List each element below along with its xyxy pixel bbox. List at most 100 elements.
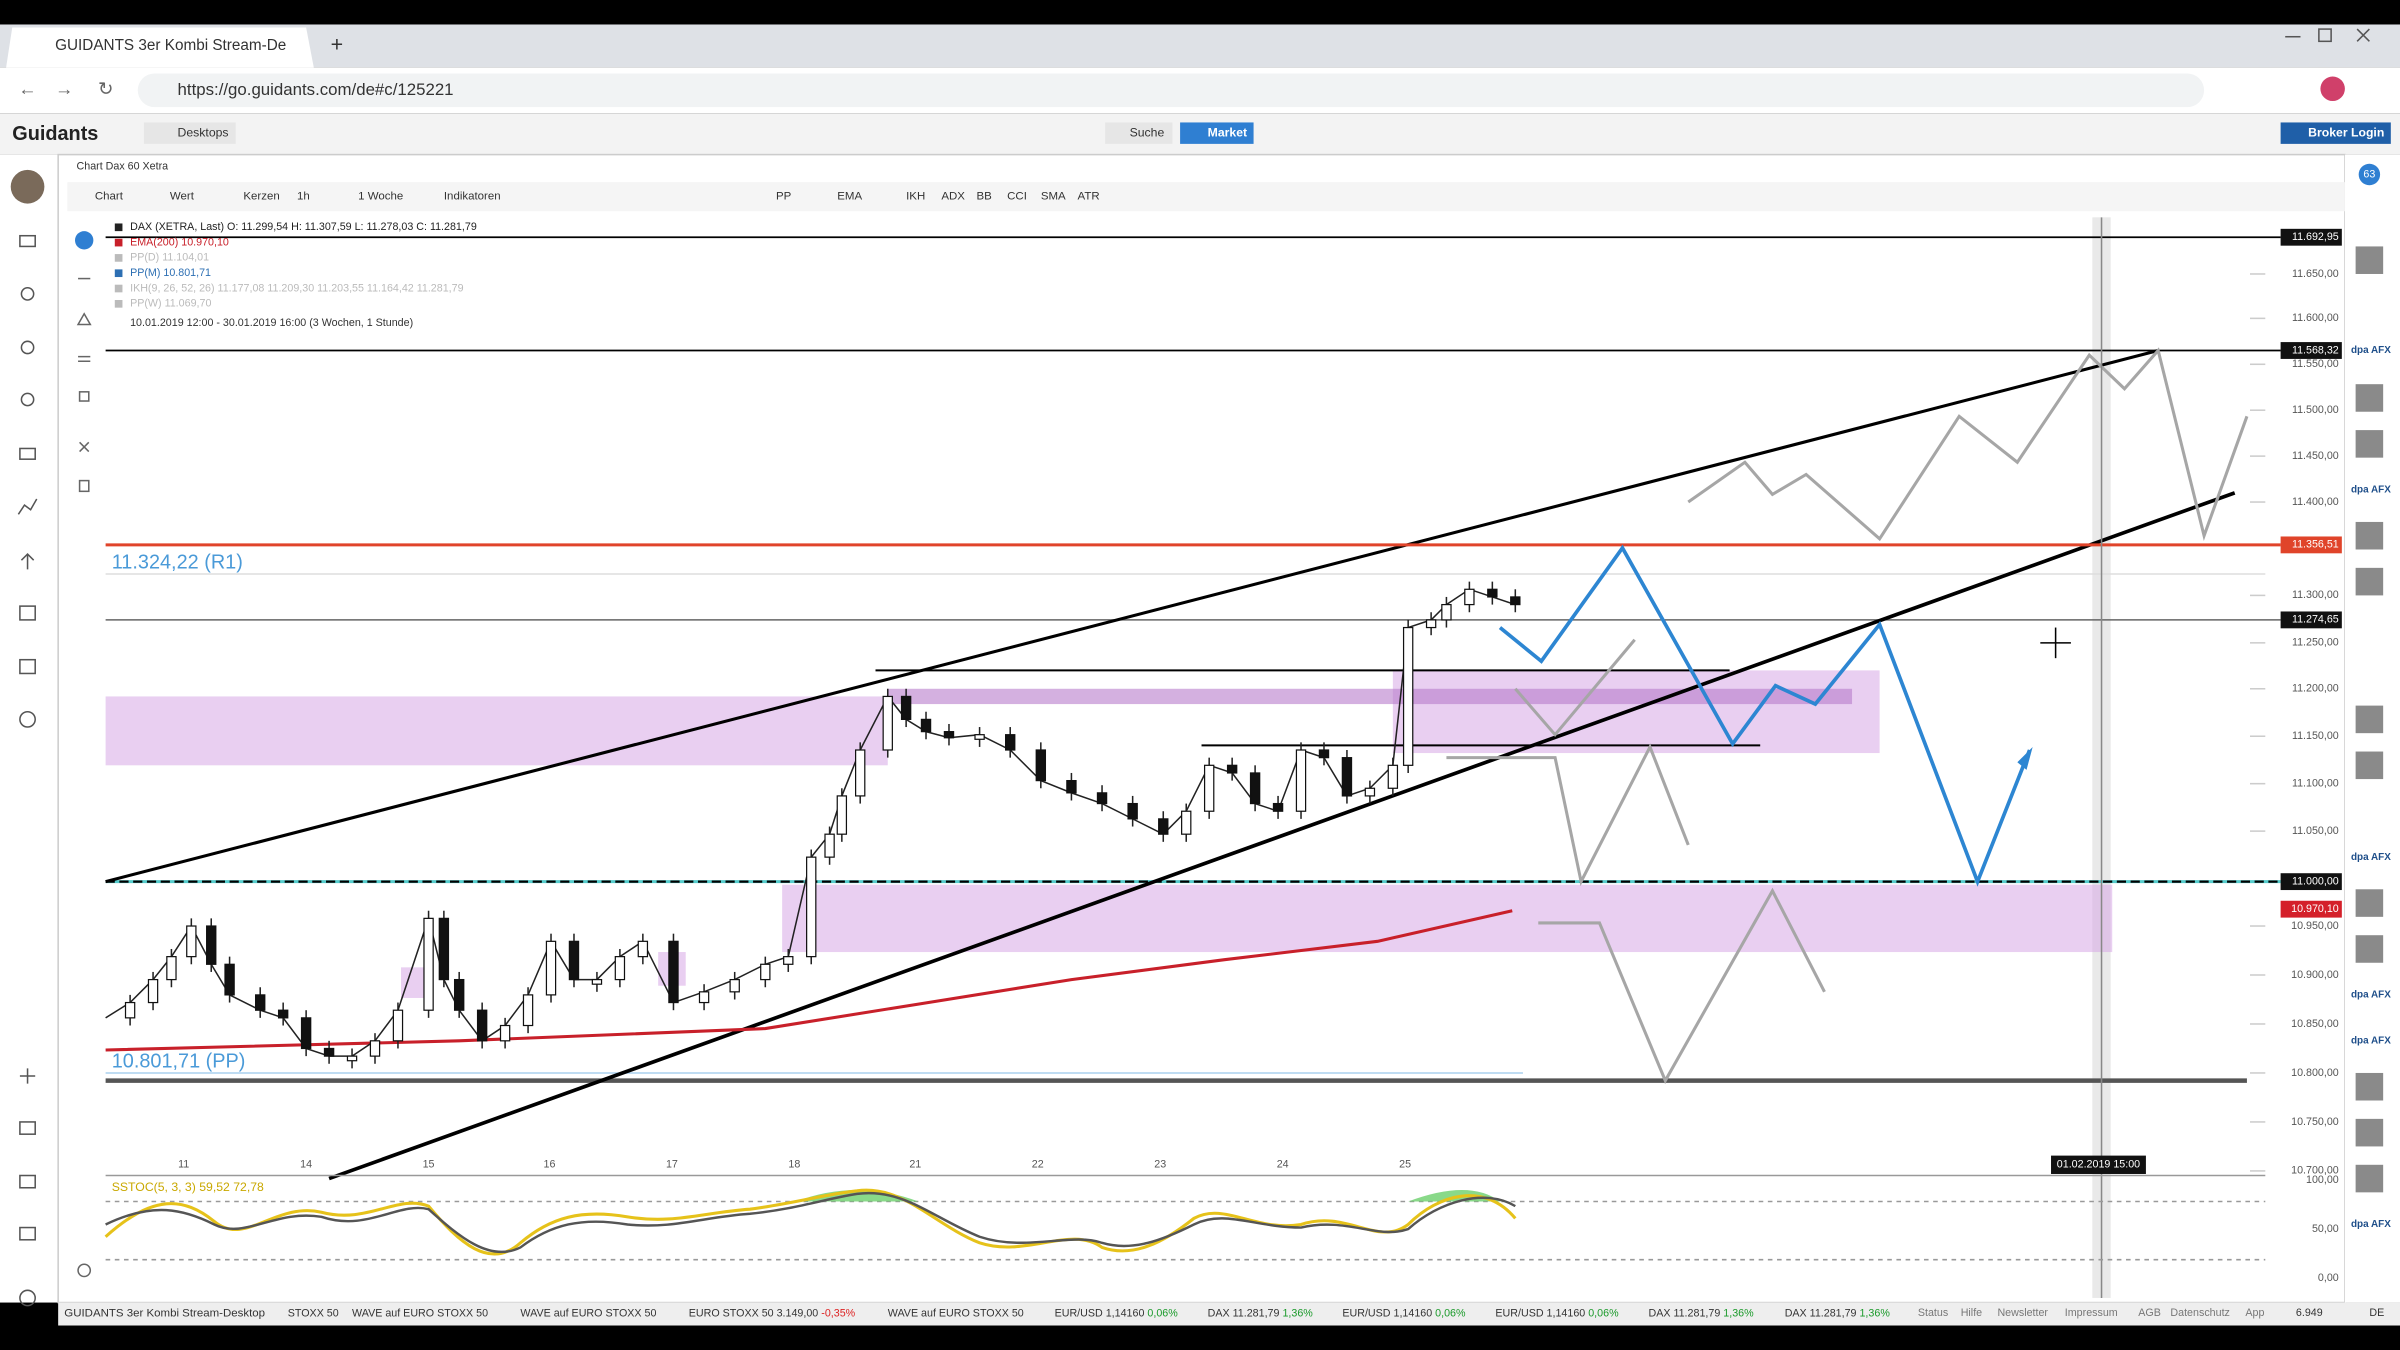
url-field[interactable]: [137, 73, 2205, 108]
search-button[interactable]: [1105, 122, 1173, 144]
toolbar-item[interactable]: PP: [776, 191, 792, 203]
ticker[interactable]: WAVE auf EURO STOXX 50: [352, 1307, 488, 1319]
news-logo[interactable]: dpa AFX: [2351, 1035, 2391, 1046]
news-avatar[interactable]: [2355, 1118, 2384, 1147]
toolbar-item[interactable]: Wert: [170, 191, 195, 203]
news-avatar[interactable]: [2355, 1072, 2384, 1101]
active-tab[interactable]: [6, 27, 314, 68]
ticker[interactable]: DAX 11.281,79 1,36%: [1785, 1307, 1891, 1319]
ticker-label[interactable]: WAVE auf EURO STOXX 50: [888, 1307, 1024, 1319]
candle-body: [453, 978, 465, 1011]
url[interactable]: https://go.guidants.com/de#c/125221: [178, 80, 454, 99]
toolbar-item[interactable]: IKH: [906, 191, 925, 203]
toolbar-item[interactable]: CCI: [1007, 191, 1027, 203]
ticker[interactable]: EUR/USD 1,14160 0,06%: [1495, 1307, 1619, 1319]
toolbar-item[interactable]: Kerzen: [243, 191, 279, 203]
news-avatar[interactable]: [2355, 384, 2384, 412]
back[interactable]: ←: [18, 78, 36, 99]
legend-entry: IKH(9, 26, 52, 26) 11.177,08 11.209,30 1…: [130, 282, 463, 294]
news-avatar[interactable]: [2355, 935, 2384, 963]
ticker-label[interactable]: EURO STOXX 50 3.149,00: [689, 1307, 819, 1319]
news-avatar[interactable]: [2355, 1164, 2384, 1193]
ticker[interactable]: STOXX 50: [288, 1307, 339, 1319]
news-logo[interactable]: dpa AFX: [2351, 345, 2391, 356]
ticker-label[interactable]: DAX 11.281,79: [1208, 1307, 1280, 1319]
footer-link[interactable]: Impressum: [2065, 1307, 2118, 1319]
toolbar-item[interactable]: Indikatoren: [444, 191, 501, 203]
logo[interactable]: Guidants: [12, 123, 98, 145]
news-avatar[interactable]: [2355, 567, 2384, 596]
ticker-label[interactable]: DAX 11.281,79: [1785, 1307, 1857, 1319]
profile[interactable]: [2320, 76, 2345, 102]
news-logo[interactable]: dpa AFX: [2351, 852, 2391, 863]
footer-link[interactable]: Newsletter: [1997, 1307, 2048, 1319]
news-logo[interactable]: dpa AFX: [2351, 1219, 2391, 1230]
new-tab[interactable]: +: [331, 33, 344, 57]
toolbar-item[interactable]: 1h: [297, 191, 310, 203]
ticker[interactable]: WAVE auf EURO STOXX 50: [520, 1307, 656, 1319]
search[interactable]: Suche: [1130, 125, 1165, 139]
tab-bar: [0, 24, 2400, 68]
language[interactable]: DE: [2369, 1307, 2384, 1319]
ticker-label[interactable]: EUR/USD 1,14160: [1342, 1307, 1432, 1319]
ticker-label[interactable]: WAVE auf EURO STOXX 50: [352, 1307, 488, 1319]
news-avatar[interactable]: [2355, 521, 2384, 550]
price-marker-box: [2280, 873, 2342, 891]
news-avatar[interactable]: [2355, 705, 2384, 734]
broker-login[interactable]: Broker Login: [2308, 125, 2384, 139]
footer-link[interactable]: App: [2245, 1307, 2264, 1319]
status-desktop[interactable]: GUIDANTS 3er Kombi Stream-Desktop: [64, 1307, 265, 1319]
news-avatar[interactable]: [2355, 889, 2384, 917]
news-logo[interactable]: dpa AFX: [2351, 484, 2391, 495]
desktops-button[interactable]: [143, 122, 236, 144]
candle-body: [392, 1009, 404, 1042]
ticker-change[interactable]: 0,06%: [1147, 1307, 1178, 1319]
candle-body: [277, 1009, 289, 1019]
news-avatar[interactable]: [2355, 751, 2384, 780]
badge[interactable]: [2358, 163, 2381, 186]
ticker-label[interactable]: EUR/USD 1,14160: [1055, 1307, 1145, 1319]
ticker[interactable]: WAVE auf EURO STOXX 50: [888, 1307, 1024, 1319]
ticker-change[interactable]: -0,35%: [821, 1307, 855, 1319]
ticker-change[interactable]: 0,06%: [1435, 1307, 1466, 1319]
market-button[interactable]: [1180, 122, 1254, 144]
news-logo[interactable]: dpa AFX: [2351, 990, 2391, 1001]
ticker-label[interactable]: STOXX 50: [288, 1307, 339, 1319]
news-avatar[interactable]: [2355, 430, 2384, 458]
ticker-label[interactable]: WAVE auf EURO STOXX 50: [520, 1307, 656, 1319]
ticker[interactable]: EURO STOXX 50 3.149,00 -0,35%: [689, 1307, 856, 1319]
candle-body: [698, 991, 710, 1004]
ticker-label[interactable]: DAX 11.281,79: [1648, 1307, 1720, 1319]
toolbar-item[interactable]: SMA: [1041, 191, 1066, 203]
avatar[interactable]: [10, 169, 45, 204]
toolbar-item[interactable]: BB: [977, 191, 993, 203]
forward[interactable]: →: [55, 78, 73, 99]
toolbar-item[interactable]: Chart: [95, 191, 124, 203]
broker-button[interactable]: [2280, 122, 2391, 144]
date-label: 21: [909, 1159, 921, 1171]
ticker[interactable]: EUR/USD 1,14160 0,06%: [1342, 1307, 1466, 1319]
desktops[interactable]: Desktops: [178, 125, 229, 139]
toolbar-item[interactable]: ATR: [1078, 191, 1100, 203]
toolbar-item[interactable]: EMA: [837, 191, 862, 203]
footer-link[interactable]: Status: [1918, 1307, 1948, 1319]
ticker-change[interactable]: 0,06%: [1588, 1307, 1619, 1319]
ticker-change[interactable]: 1,36%: [1723, 1307, 1754, 1319]
ticker-label[interactable]: EUR/USD 1,14160: [1495, 1307, 1585, 1319]
footer-link[interactable]: Hilfe: [1961, 1307, 1982, 1319]
tab-title[interactable]: GUIDANTS 3er Kombi Stream-De: [55, 37, 286, 54]
toolbar-item[interactable]: ADX: [941, 191, 965, 203]
badge-count[interactable]: 63: [2363, 168, 2375, 180]
ticker[interactable]: EUR/USD 1,14160 0,06%: [1055, 1307, 1179, 1319]
toolbar-item[interactable]: 1 Woche: [358, 191, 403, 203]
ticker[interactable]: DAX 11.281,79 1,36%: [1208, 1307, 1314, 1319]
ticker-change[interactable]: 1,36%: [1859, 1307, 1890, 1319]
ticker[interactable]: DAX 11.281,79 1,36%: [1648, 1307, 1754, 1319]
reload[interactable]: ↻: [98, 78, 113, 99]
news-avatar[interactable]: [2355, 246, 2384, 274]
ticker-change[interactable]: 1,36%: [1282, 1307, 1313, 1319]
footer-link[interactable]: Datenschutz: [2170, 1307, 2229, 1319]
market[interactable]: Market: [1208, 125, 1247, 139]
footer-link[interactable]: AGB: [2138, 1307, 2161, 1319]
